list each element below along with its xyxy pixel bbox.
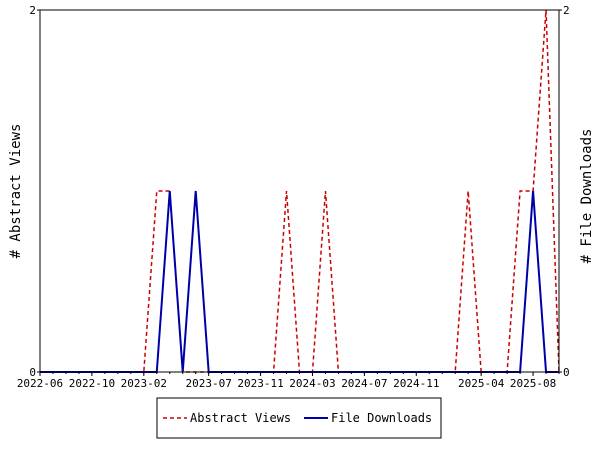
legend-label-file-downloads: File Downloads [331,411,432,425]
right-axis-title: # File Downloads [579,129,595,264]
x-tick-label: 2023-02 [121,377,167,390]
series-line-abstract-views [40,9,560,373]
x-tick-label: 2023-07 [185,377,231,390]
x-tick-label: 2022-10 [69,377,115,390]
x-tick-label: 2024-03 [289,377,335,390]
plot-frame [39,9,560,373]
left-axis-title: # Abstract Views [8,124,24,259]
series-line-file-downloads [40,190,559,373]
x-tick-label: 2024-07 [341,377,387,390]
legend: Abstract Views File Downloads [156,397,442,439]
legend-label-abstract-views: Abstract Views [190,411,291,425]
y-left-tick-label: 0 [29,366,36,379]
x-tick-label: 2024-11 [393,377,439,390]
y-left-tick-label: 2 [29,4,36,17]
x-tick-label: 2025-04 [458,377,505,390]
legend-box [156,397,442,439]
y-right-tick-label: 2 [563,4,570,17]
x-tick-label: 2025-08 [510,377,556,390]
x-tick-label: 2022-06 [17,377,63,390]
x-tick-label: 2023-11 [237,377,283,390]
y-right-tick-label: 0 [563,366,570,379]
